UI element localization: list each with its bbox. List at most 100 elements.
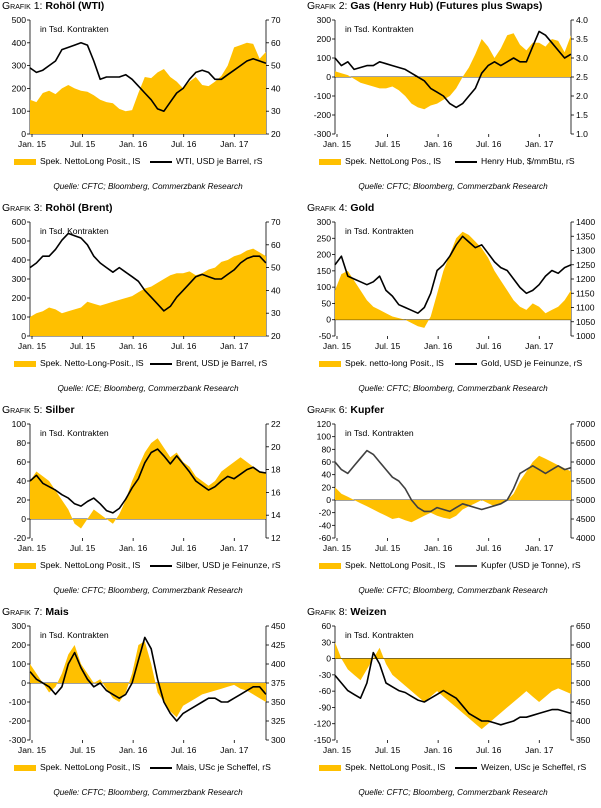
x-tick-label: Jul. 15 [70, 341, 96, 351]
left-tick-label: -40 [319, 520, 332, 530]
x-tick-label: Jul. 15 [375, 745, 401, 755]
legend-line-label: Weizen, USc je Scheffel, rS [481, 762, 587, 772]
left-tick-label: 0 [326, 72, 331, 82]
x-tick-label: Jul. 16 [171, 745, 197, 755]
right-tick-label: 550 [576, 659, 591, 669]
x-tick-label: Jan. 15 [323, 139, 351, 149]
legend-area-swatch [319, 360, 341, 367]
chart-legend: Spek. Netto-Long-Posit., lS Brent, USD j… [0, 358, 296, 372]
net-long-area-series [30, 438, 266, 529]
right-tick-label: 12 [271, 533, 281, 543]
chart-title-prefix: Grafik 5: [2, 404, 43, 416]
left-tick-label: 150 [317, 266, 332, 276]
legend-line-swatch [455, 362, 477, 365]
legend-area-item: Spek. NettoLong Posit., lS [14, 560, 140, 570]
left-tick-label: 300 [317, 15, 332, 25]
legend-line-item: Mais, USc je Scheffel, rS [150, 762, 271, 772]
left-tick-label: 100 [12, 659, 27, 669]
chart-legend: Spek. NettoLong Posit., lS WTI, USD je B… [0, 156, 296, 170]
left-tick-label: -150 [314, 735, 331, 745]
x-tick-label: Jan. 16 [424, 543, 452, 553]
chart-svg: 500 400 300 200 100 0 70 60 50 40 30 20 Jan. 15 Jul. … [12, 15, 281, 149]
x-tick-label: Jan. 17 [525, 341, 553, 351]
left-tick-label: -300 [314, 129, 331, 139]
legend-area-label: Spek. Netto-Long-Posit., lS [40, 358, 144, 368]
x-tick-label: Jul. 15 [375, 543, 401, 553]
right-tick-label: 400 [576, 716, 591, 726]
left-tick-label: 200 [317, 250, 332, 260]
legend-area-label: Spek. NettoLong Pos., lS [345, 156, 442, 166]
chart-title-text: Rohöl (Brent) [45, 202, 113, 214]
left-tick-label: 40 [321, 470, 331, 480]
left-tick-label: 0 [21, 331, 26, 341]
right-tick-label: 300 [271, 735, 286, 745]
legend-line-item: Weizen, USc je Scheffel, rS [455, 762, 586, 772]
chart-panel-1: Grafik 1: Rohöl (WTI) 500 400 300 200 100 0 70… [0, 0, 296, 202]
right-tick-label: 22 [271, 419, 281, 429]
chart-title-prefix: Grafik 3: [2, 202, 43, 214]
chart-title-prefix: Grafik 8: [307, 606, 348, 618]
right-tick-label: 70 [271, 217, 281, 227]
legend-line-item: Kupfer (USD je Tonne), rS [455, 560, 581, 570]
legend-area-item: Spek. NettoLong Posit., lS [14, 762, 140, 772]
legend-area-swatch [14, 158, 36, 165]
left-tick-label: 40 [16, 476, 26, 486]
left-tick-label: 300 [12, 61, 27, 71]
legend-line-label: Henry Hub, $/mmBtu, rS [481, 156, 575, 166]
right-tick-label: 1400 [576, 217, 595, 227]
left-tick-label: 100 [317, 432, 332, 442]
right-tick-label: 40 [271, 285, 281, 295]
x-tick-label: Jan. 15 [323, 745, 351, 755]
x-tick-label: Jul. 16 [476, 543, 502, 553]
legend-line-swatch [455, 766, 477, 769]
chart-title-prefix: Grafik 6: [307, 404, 348, 416]
net-long-area-series [335, 455, 571, 523]
right-tick-label: 6500 [576, 438, 595, 448]
right-tick-label: 20 [271, 129, 281, 139]
chart-title-text: Gas (Henry Hub) (Futures plus Swaps) [350, 0, 543, 12]
legend-line-swatch [150, 160, 172, 163]
x-tick-label: Jul. 16 [171, 139, 197, 149]
chart-unit-label: in Tsd. Kontrakten [40, 630, 109, 640]
right-tick-label: 20 [271, 442, 281, 452]
chart-panel-6: Grafik 6: Kupfer 120 100 80 60 40 20 0 -20 -40 -6… [305, 404, 601, 606]
chart-legend: Spek. NettoLong Pos., lS Henry Hub, $/mm… [305, 156, 601, 170]
right-tick-label: 5000 [576, 495, 595, 505]
x-tick-label: Jul. 15 [70, 139, 96, 149]
net-long-area-series [335, 231, 571, 328]
chart-panel-3: Grafik 3: Rohöl (Brent) 600 500 400 300 200 1… [0, 202, 296, 404]
x-tick-label: Jul. 15 [70, 543, 96, 553]
x-tick-label: Jan. 17 [220, 341, 248, 351]
net-long-area-series [335, 33, 571, 110]
legend-line-swatch [455, 564, 477, 567]
x-tick-label: Jul. 16 [171, 543, 197, 553]
x-tick-label: Jan. 16 [424, 745, 452, 755]
chart-title: Grafik 5: Silber [2, 404, 75, 416]
chart-panel-5: Grafik 5: Silber 100 80 60 40 20 0 -20 22 20 18 16… [0, 404, 296, 606]
x-tick-label: Jan. 16 [119, 543, 147, 553]
legend-line-item: Henry Hub, $/mmBtu, rS [455, 156, 575, 166]
legend-area-label: Spek. NettoLong Posit., lS [40, 560, 141, 570]
left-tick-label: -120 [314, 719, 331, 729]
chart-svg: 300 250 200 150 100 50 0 -50 1400 1350 1300 1250 120… [317, 217, 596, 351]
net-long-area-series [30, 248, 266, 336]
legend-area-label: Spek. NettoLong Posit., lS [345, 762, 446, 772]
left-tick-label: 100 [317, 53, 332, 63]
legend-line-swatch [150, 362, 172, 365]
price-line-series [29, 42, 267, 112]
x-tick-label: Jul. 15 [375, 139, 401, 149]
left-tick-label: 300 [12, 274, 27, 284]
chart-unit-label: in Tsd. Kontrakten [40, 428, 109, 438]
x-tick-label: Jan. 16 [424, 341, 452, 351]
left-tick-label: 0 [326, 495, 331, 505]
chart-source: Quelle: CFTC; Bloomberg, Commerzbank Res… [358, 182, 548, 191]
chart-panel-4: Grafik 4: Gold 300 250 200 150 100 50 0 -50 1400… [305, 202, 601, 404]
left-tick-label: 200 [12, 640, 27, 650]
legend-line-swatch [150, 564, 172, 567]
legend-area-item: Spek. Netto-Long-Posit., lS [14, 358, 144, 368]
chart-legend: Spek. NettoLong Posit., lS Kupfer (USD j… [305, 560, 601, 574]
price-line-series [29, 636, 267, 722]
left-tick-label: 400 [12, 38, 27, 48]
right-tick-label: 2.0 [576, 91, 588, 101]
legend-line-swatch [455, 160, 477, 163]
